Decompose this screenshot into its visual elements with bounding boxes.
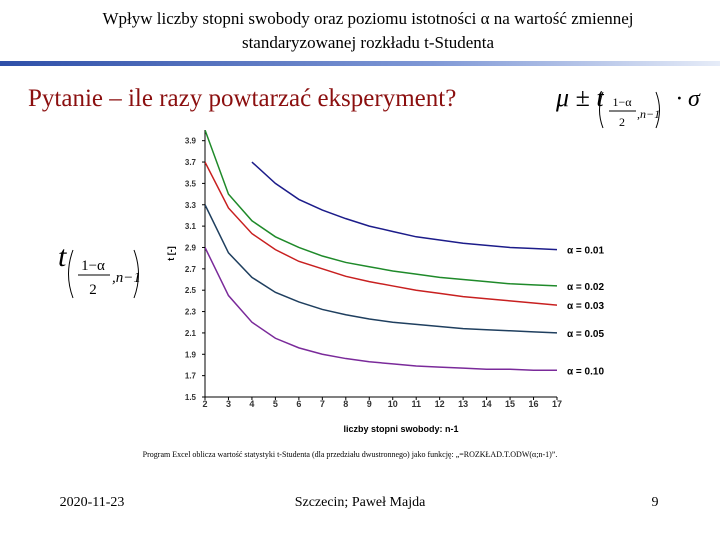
y-tick-label: 2.5 [185,286,197,295]
formula-right: μ ± t 1−α 2 ,n−1 · σ [555,83,701,129]
x-tick-label: 13 [458,399,468,409]
formula: ,n−1 [637,107,660,121]
formula-left: t 1−α 2 ,n−1 [58,240,141,299]
x-tick-label: 6 [296,399,301,409]
date: 2020-11-23 [60,495,125,510]
rule [0,61,720,66]
question: Pytanie – ile razy powtarzać eksperyment… [28,85,456,112]
legend-label: α = 0.02 [567,282,604,293]
paren [599,91,660,129]
y-tick-label: 3.9 [185,137,197,146]
formula: 1−α [612,95,632,109]
series-line [205,204,557,334]
y-axis-label: t [-] [166,246,176,261]
y-tick-label: 3.5 [185,179,197,188]
series-line [251,161,557,251]
formula: t [58,240,67,273]
y-tick-label: 3.7 [185,158,197,167]
y-tick-label: 3.3 [185,201,197,210]
title: standaryzowanej rozkładu t-Studenta [242,33,495,52]
x-tick-label: 2 [202,399,207,409]
formula: μ ± t [555,83,604,112]
x-tick-label: 11 [411,399,421,409]
legend-label: α = 0.01 [567,246,604,257]
x-tick-label: 17 [552,399,562,409]
x-tick-label: 4 [249,399,254,409]
y-tick-label: 1.5 [185,393,197,402]
y-tick-label: 2.3 [185,308,197,317]
formula: 2 [619,115,625,129]
y-tick-label: 3.1 [185,222,197,231]
y-tick-label: 1.7 [185,372,197,381]
legend-label: α = 0.10 [567,366,604,377]
formula: 1−α [81,258,105,274]
paren [68,249,139,299]
chart: 1.5 1.7 1.9 2.1 2.3 2.5 2.7 2.9 3.1 3.3 3.5 3.7 3.9 2… [166,130,604,434]
note: Program Excel oblicza wartość statystyki… [143,450,558,459]
formula: ,n−1 [112,270,141,286]
x-axis-label: liczby stopni swobody: n-1 [343,424,458,434]
x-tick-label: 5 [273,399,278,409]
x-tick-label: 9 [367,399,372,409]
formula: 2 [89,282,97,298]
legend-label: α = 0.03 [567,301,604,312]
page-number: 9 [652,495,659,510]
series-line [205,247,557,372]
x-tick-label: 10 [388,399,398,409]
legend-label: α = 0.05 [567,329,604,340]
x-tick-label: 15 [505,399,515,409]
author: Szczecin; Paweł Majda [295,495,426,510]
x-tick-label: 12 [435,399,445,409]
y-tick-label: 2.7 [185,265,197,274]
title: Wpływ liczby stopni swobody oraz poziomu… [102,9,633,28]
x-tick-label: 7 [320,399,325,409]
x-tick-label: 8 [343,399,348,409]
series-line [205,130,557,287]
x-tick-label: 16 [529,399,539,409]
formula: · σ [676,86,701,112]
x-tick-label: 14 [482,399,492,409]
series-line [205,161,557,306]
y-tick-label: 2.1 [185,329,197,338]
y-tick-label: 1.9 [185,350,197,359]
y-tick-label: 2.9 [185,243,197,252]
x-tick-label: 3 [226,399,231,409]
